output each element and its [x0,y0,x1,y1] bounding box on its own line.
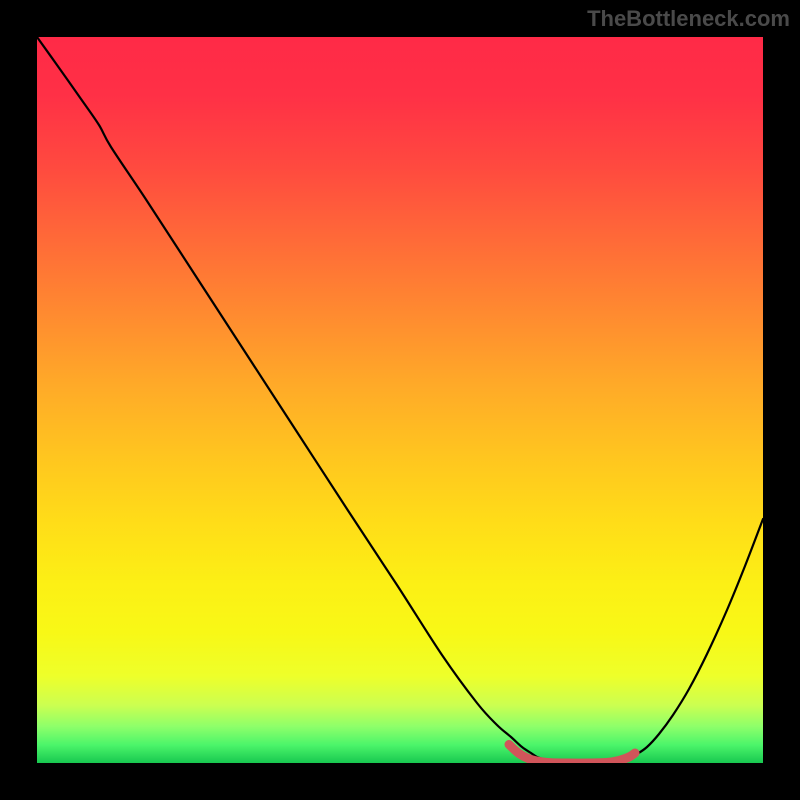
watermark-text: TheBottleneck.com [587,6,790,32]
curve-layer [37,37,763,763]
plot-area [37,37,763,763]
chart-container: TheBottleneck.com [0,0,800,800]
valley-highlight [509,745,635,764]
main-curve [37,37,763,763]
